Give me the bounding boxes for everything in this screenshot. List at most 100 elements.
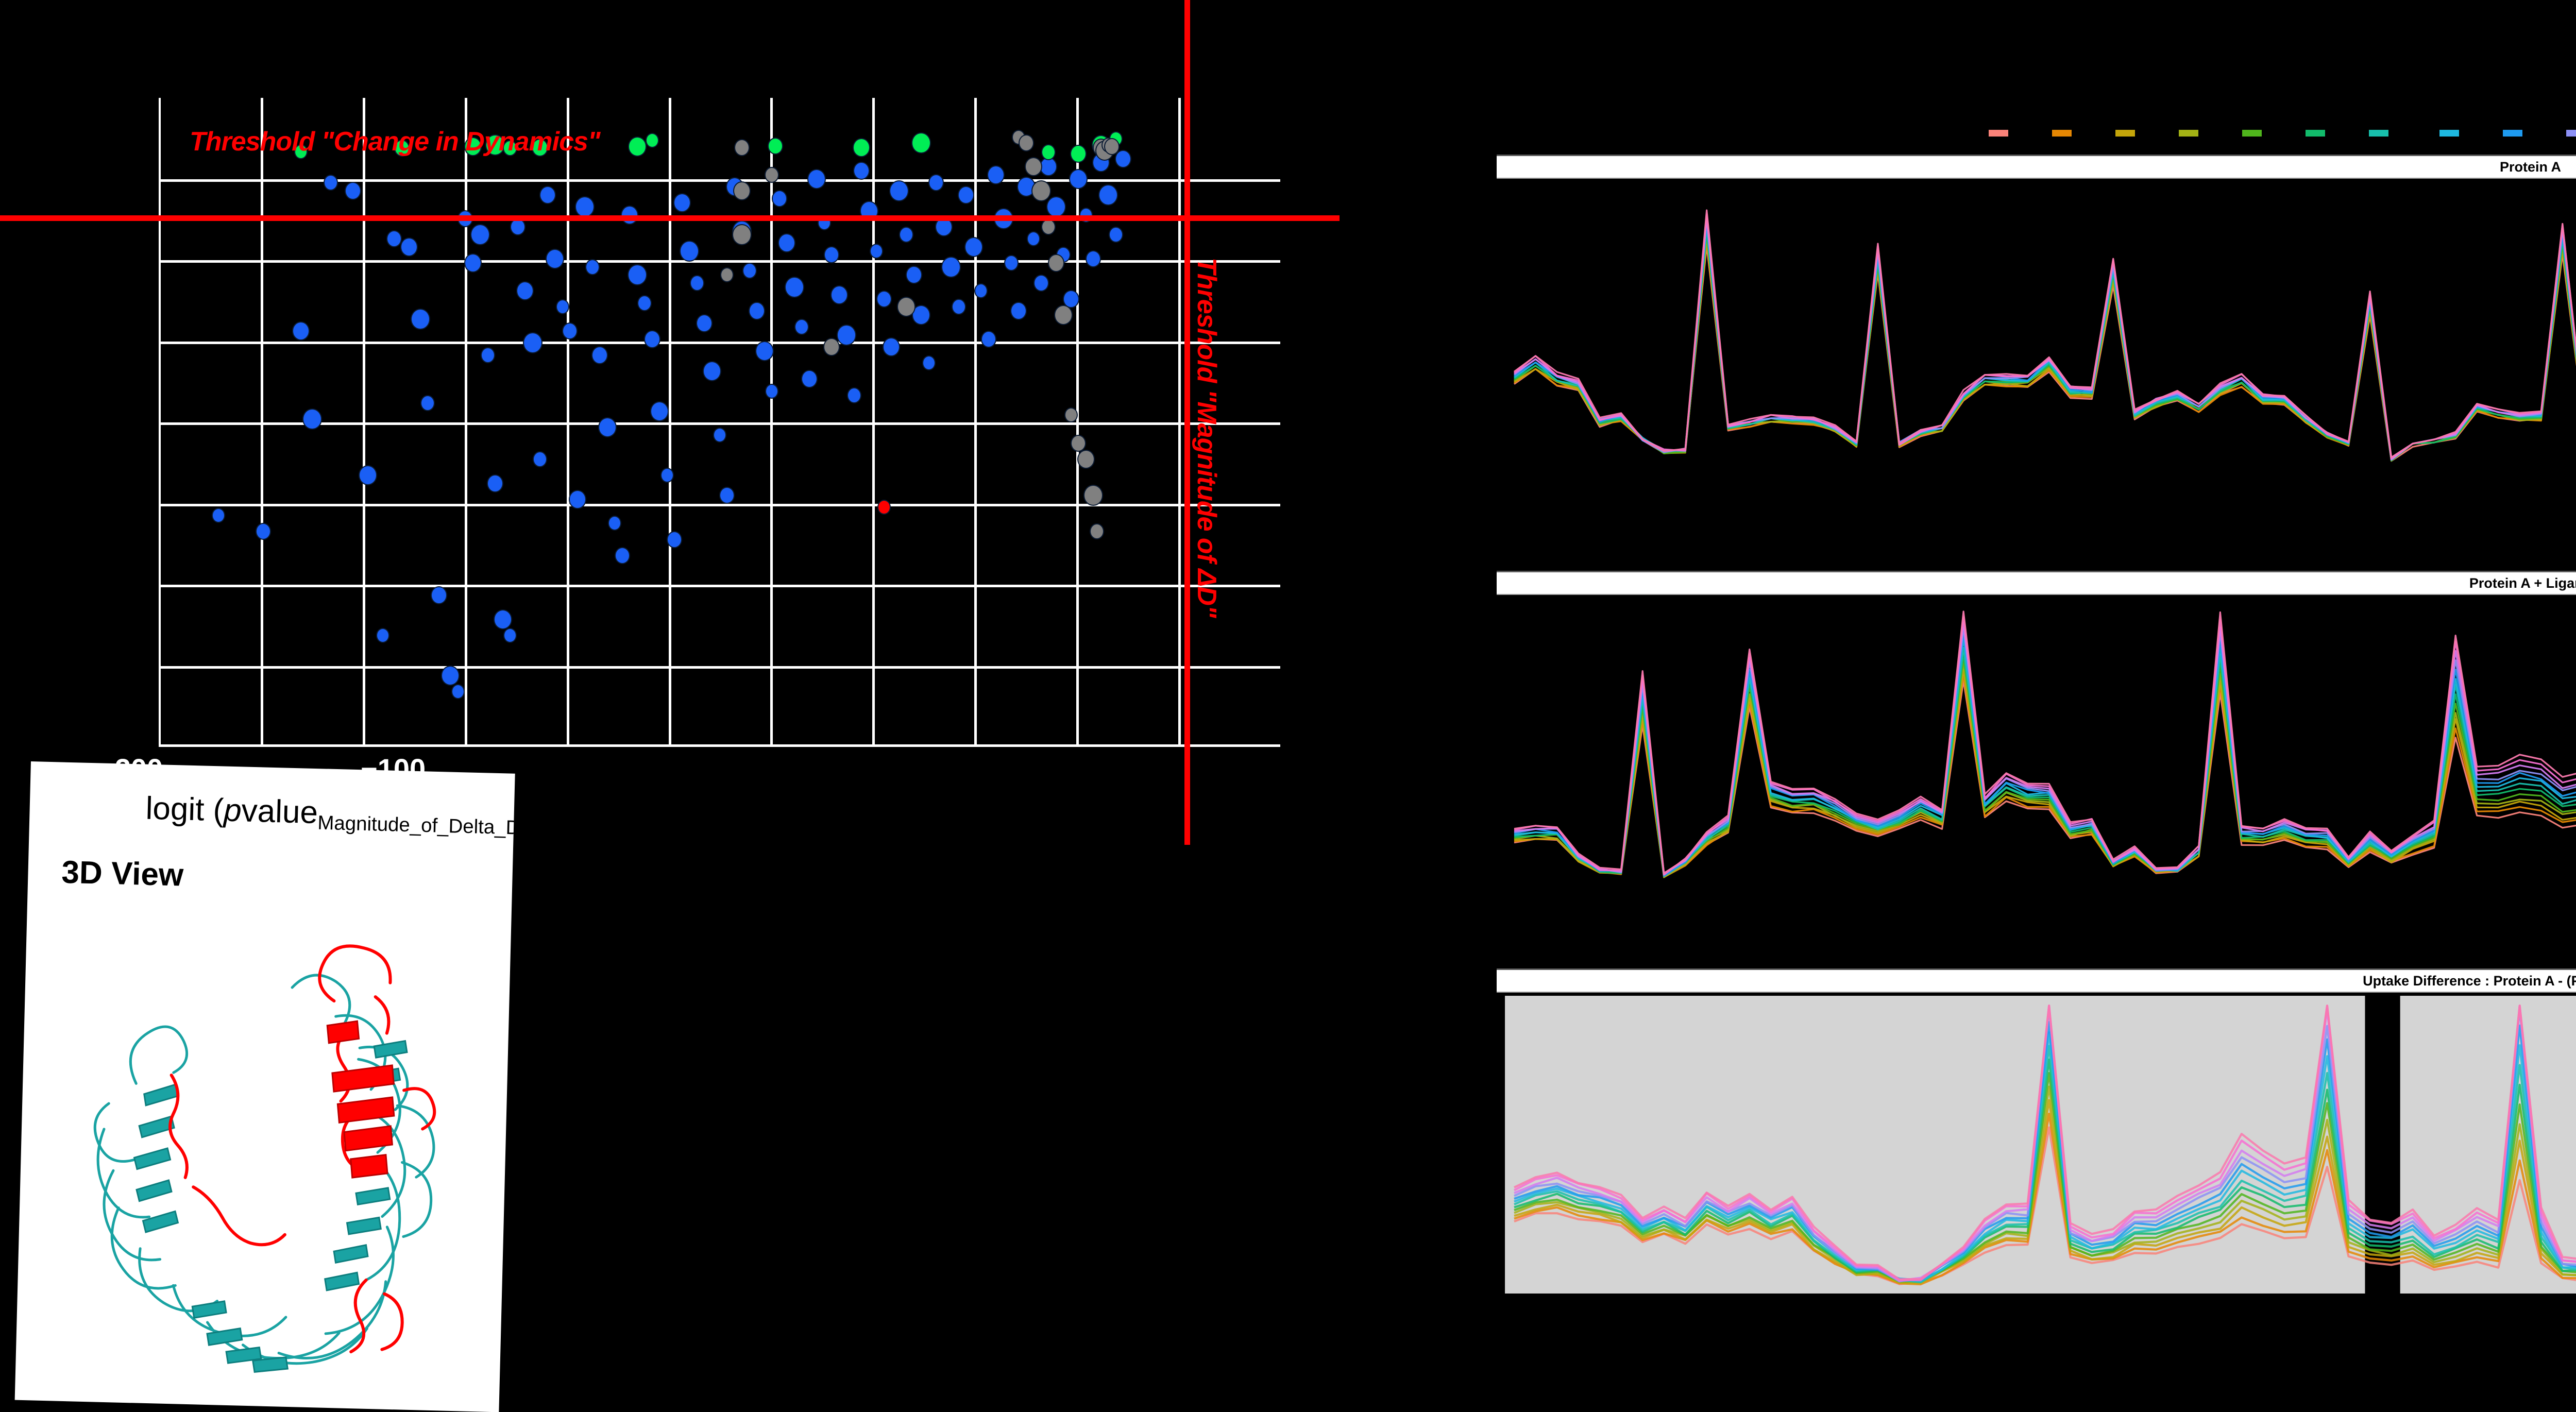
scatter-point[interactable]: [568, 489, 586, 509]
scatter-point[interactable]: [1098, 184, 1118, 206]
legend-swatch[interactable]: [2503, 130, 2522, 137]
uptake-trace[interactable]: [1514, 198, 2576, 461]
uptake-trace[interactable]: [1514, 652, 2576, 875]
scatter-point[interactable]: [650, 401, 669, 421]
scatter-point[interactable]: [637, 295, 652, 311]
scatter-point[interactable]: [212, 507, 226, 523]
scatter-point[interactable]: [487, 474, 504, 492]
scatter-point[interactable]: [732, 224, 752, 246]
scatter-point[interactable]: [1115, 149, 1132, 168]
scatter-point[interactable]: [480, 347, 495, 363]
scatter-point[interactable]: [420, 395, 435, 412]
uptake-plot-protein-a[interactable]: [1497, 180, 2576, 473]
scatter-point[interactable]: [345, 181, 362, 200]
scatter-point[interactable]: [768, 137, 784, 155]
uptake-trace[interactable]: [1514, 608, 2576, 874]
scatter-point[interactable]: [1104, 138, 1120, 156]
uptake-trace[interactable]: [1514, 192, 2576, 458]
scatter-point[interactable]: [1054, 305, 1073, 325]
uptake-trace[interactable]: [1514, 669, 2576, 877]
scatter-point[interactable]: [1031, 180, 1051, 201]
uptake-trace[interactable]: [1514, 608, 2576, 876]
uptake-trace[interactable]: [1514, 230, 2576, 460]
uptake-plot-difference[interactable]: [1497, 994, 2576, 1296]
scatter-point[interactable]: [410, 308, 430, 330]
scatter-point[interactable]: [591, 346, 608, 364]
scatter-point[interactable]: [830, 285, 848, 305]
scatter-point[interactable]: [302, 409, 322, 430]
legend-swatch[interactable]: [2439, 130, 2459, 137]
scatter-point[interactable]: [533, 451, 548, 467]
scatter-point[interactable]: [608, 516, 622, 531]
uptake-trace[interactable]: [1514, 214, 2576, 462]
scatter-point[interactable]: [784, 276, 804, 298]
legend-swatch[interactable]: [2566, 130, 2576, 137]
scatter-point[interactable]: [964, 236, 983, 257]
legend-swatch[interactable]: [2369, 130, 2388, 137]
legend-swatch[interactable]: [1989, 130, 2008, 137]
scatter-point[interactable]: [877, 500, 891, 515]
uptake-trace[interactable]: [1514, 608, 2576, 876]
scatter-point[interactable]: [980, 330, 996, 348]
scatter-point[interactable]: [733, 181, 751, 200]
scatter-point[interactable]: [734, 139, 750, 156]
uptake-trace[interactable]: [1514, 245, 2576, 462]
uptake-trace[interactable]: [1514, 192, 2576, 460]
scatter-point[interactable]: [742, 263, 757, 279]
scatter-point[interactable]: [575, 196, 595, 217]
scatter-point[interactable]: [516, 281, 534, 301]
scatter-point[interactable]: [386, 230, 402, 248]
scatter-point[interactable]: [755, 341, 774, 361]
scatter-point[interactable]: [1025, 157, 1043, 177]
scatter-point[interactable]: [1064, 407, 1078, 423]
scatter-point[interactable]: [1018, 134, 1034, 151]
scatter-point[interactable]: [359, 465, 378, 486]
scatter-point[interactable]: [394, 140, 410, 157]
scatter-point[interactable]: [660, 468, 674, 483]
scatter-point[interactable]: [807, 168, 826, 189]
scatter-point[interactable]: [680, 240, 700, 262]
uptake-trace[interactable]: [1514, 1005, 2576, 1281]
protein-structure-cartoon[interactable]: [36, 911, 490, 1396]
scatter-point[interactable]: [562, 322, 578, 340]
uptake-trace[interactable]: [1514, 192, 2576, 460]
scatter-point[interactable]: [897, 297, 916, 317]
scatter-point[interactable]: [853, 138, 871, 157]
scatter-point[interactable]: [470, 224, 490, 246]
scatter-point[interactable]: [771, 190, 787, 208]
scatter-point[interactable]: [431, 586, 448, 605]
scatter-point[interactable]: [1041, 144, 1056, 161]
scatter-point[interactable]: [503, 628, 517, 643]
scatter-point[interactable]: [870, 243, 884, 259]
uptake-trace[interactable]: [1514, 192, 2576, 460]
scatter-point[interactable]: [823, 338, 840, 356]
scatter-point[interactable]: [922, 355, 936, 371]
scatter-point[interactable]: [1041, 218, 1056, 235]
scatter-point[interactable]: [546, 249, 565, 269]
scatter-point[interactable]: [1071, 434, 1087, 452]
scatter-point[interactable]: [627, 264, 647, 286]
legend-swatch[interactable]: [2115, 130, 2135, 137]
view-3d-panel[interactable]: logit (pvalueMagnitude_of_Delta_D) 3D Vi…: [14, 761, 515, 1412]
scatter-point[interactable]: [614, 547, 630, 564]
scatter-point[interactable]: [628, 137, 647, 157]
scatter-point[interactable]: [451, 684, 465, 700]
scatter-point[interactable]: [510, 218, 526, 235]
scatter-point[interactable]: [1070, 145, 1087, 163]
scatter-point[interactable]: [1033, 274, 1049, 292]
scatter-point[interactable]: [911, 132, 931, 154]
uptake-trace[interactable]: [1514, 205, 2576, 461]
scatter-point[interactable]: [987, 165, 1005, 184]
legend-swatch[interactable]: [2052, 130, 2072, 137]
scatter-point[interactable]: [928, 174, 944, 192]
scatter-point[interactable]: [941, 256, 961, 278]
uptake-trace[interactable]: [1514, 239, 2576, 461]
scatter-point[interactable]: [824, 246, 840, 264]
scatter-point[interactable]: [1086, 250, 1101, 268]
scatter-point[interactable]: [493, 609, 512, 630]
scatter-point[interactable]: [905, 266, 922, 284]
scatter-point[interactable]: [485, 134, 505, 156]
scatter-point[interactable]: [1069, 168, 1088, 189]
uptake-trace[interactable]: [1514, 192, 2576, 460]
uptake-trace[interactable]: [1514, 192, 2576, 461]
